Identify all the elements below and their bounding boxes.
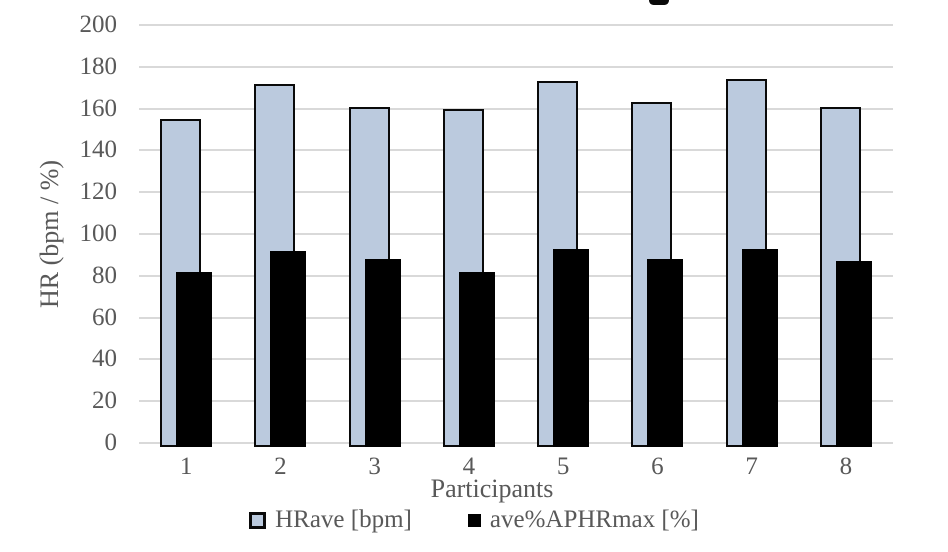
x-tick-label: 4 [462, 453, 476, 480]
bar-avephrmax-participant-8 [835, 261, 872, 447]
x-tick-label: 6 [651, 453, 664, 480]
gridline [139, 65, 893, 68]
gridline [139, 358, 893, 361]
y-tick-label: 60 [92, 303, 117, 331]
bar-avephrmax-participant-7 [741, 248, 778, 447]
gridline [139, 442, 893, 444]
gridline [139, 233, 893, 235]
x-axis-title: Participants [430, 474, 554, 503]
bar-avephrmax-participant-4 [458, 271, 495, 447]
gridline [139, 107, 893, 110]
bar-avephrmax-participant-5 [553, 248, 590, 447]
gridline [139, 400, 893, 403]
y-tick-label: 100 [79, 220, 118, 247]
gridline [139, 149, 893, 152]
legend-label-avephrmax: ave%APHRmax [%] [489, 506, 699, 533]
y-tick-label: 200 [79, 11, 118, 38]
y-tick-label: 180 [79, 52, 118, 80]
gridline [139, 316, 893, 319]
y-tick-label: 40 [92, 345, 117, 373]
legend: HRave [bpm] ave%APHRmax [%] [0, 506, 948, 534]
y-tick-label: 80 [92, 261, 117, 289]
x-tick-label: 8 [839, 453, 853, 480]
x-tick-label: 2 [274, 453, 287, 480]
legend-swatch-avephrmax-icon [467, 513, 481, 527]
x-tick-label: 3 [368, 453, 381, 480]
plot-area [139, 24, 893, 447]
bar-avephrmax-participant-2 [270, 250, 307, 447]
legend-item-avephrmax: ave%APHRmax [%] [467, 506, 699, 534]
legend-swatch-hrave-icon [249, 511, 267, 529]
y-tick-label: 160 [79, 94, 118, 122]
legend-item-hrave: HRave [bpm] [249, 506, 412, 534]
gridline [139, 24, 893, 26]
y-tick-label: 140 [79, 136, 118, 164]
cropped-title-descender-fragment [649, 0, 669, 5]
bar-avephrmax-participant-1 [176, 271, 213, 447]
y-tick-label: 120 [79, 178, 118, 206]
x-tick-label: 5 [556, 453, 570, 480]
bar-avephrmax-participant-6 [647, 259, 684, 447]
y-tick-label: 20 [92, 387, 117, 415]
gridline [139, 191, 893, 194]
bar-avephrmax-participant-3 [364, 259, 401, 447]
gridline [139, 274, 893, 277]
y-tick-label: 0 [104, 429, 118, 456]
x-tick-label: 1 [179, 453, 193, 480]
x-tick-label: 7 [745, 453, 758, 480]
legend-label-hrave: HRave [bpm] [275, 506, 412, 533]
